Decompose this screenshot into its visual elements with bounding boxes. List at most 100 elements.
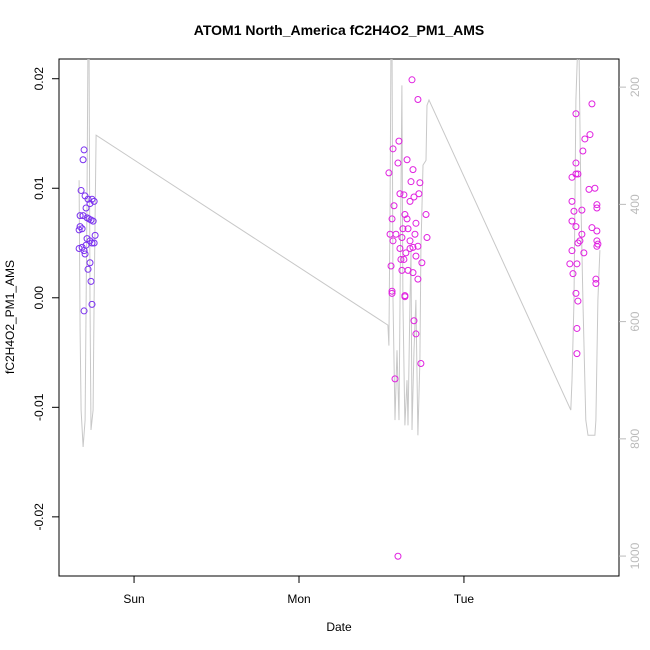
point [80, 247, 88, 255]
point [411, 230, 419, 238]
point [404, 225, 412, 233]
point [389, 237, 397, 245]
point [414, 242, 422, 250]
point [402, 249, 410, 257]
point [588, 100, 596, 108]
point [86, 200, 94, 208]
point [88, 195, 96, 203]
point [401, 293, 409, 301]
point [572, 289, 580, 297]
point [580, 249, 588, 257]
point [76, 212, 84, 220]
point [592, 280, 600, 288]
chart-title: ATOM1 North_America fC2H4O2_PM1_AMS [194, 22, 484, 38]
y-tick-label: 0.01 [32, 176, 46, 200]
point [403, 156, 411, 164]
point [387, 262, 395, 270]
point [401, 211, 409, 219]
point [578, 230, 586, 238]
point [568, 173, 576, 181]
point [400, 191, 408, 199]
point [82, 204, 90, 212]
point [591, 184, 599, 192]
point [412, 330, 420, 338]
point [410, 317, 418, 325]
point [87, 277, 95, 285]
point [388, 215, 396, 223]
point [84, 265, 92, 273]
point [422, 211, 430, 219]
point [397, 255, 405, 263]
point [569, 270, 577, 278]
point [416, 179, 424, 187]
y2-tick-label: 800 [628, 429, 642, 449]
point [414, 96, 422, 104]
y2-tick-label: 1000 [628, 542, 642, 569]
point [573, 350, 581, 358]
point [89, 217, 97, 225]
point [80, 146, 88, 154]
point [412, 252, 420, 260]
point [593, 237, 601, 245]
point [566, 260, 574, 268]
point [585, 185, 593, 193]
point [399, 225, 407, 233]
plot-frame [58, 58, 620, 577]
point [572, 159, 580, 167]
point [410, 193, 418, 201]
point [392, 230, 400, 238]
point [574, 239, 582, 247]
point [388, 287, 396, 295]
point [91, 231, 99, 239]
point [396, 244, 404, 252]
point [414, 275, 422, 283]
point [423, 234, 431, 242]
x-tick-label: Mon [287, 592, 310, 606]
point [388, 289, 396, 297]
point [86, 237, 94, 245]
point [588, 224, 596, 232]
point [396, 190, 404, 198]
point [593, 204, 601, 212]
point [394, 159, 402, 167]
point [407, 178, 415, 186]
point [391, 375, 399, 383]
point [80, 307, 88, 315]
altitude-line [78, 59, 601, 448]
point [572, 170, 580, 178]
point [395, 137, 403, 145]
point [568, 247, 576, 255]
point [574, 170, 582, 178]
point [90, 239, 98, 247]
point [79, 212, 87, 220]
point [593, 227, 601, 235]
point [406, 237, 414, 245]
x-tick-label: Tue [454, 592, 475, 606]
point [573, 260, 581, 268]
point [586, 131, 594, 139]
point [570, 207, 578, 215]
point [389, 145, 397, 153]
point [579, 147, 587, 155]
y-tick-label: 0.02 [32, 67, 46, 91]
point [400, 255, 408, 263]
point [572, 110, 580, 118]
point [578, 206, 586, 214]
plot-area [75, 59, 602, 560]
y-tick-label: -0.02 [32, 503, 46, 531]
point [417, 360, 425, 368]
point [390, 202, 398, 210]
point [90, 197, 98, 205]
point [409, 166, 417, 174]
x-axis-label: Date [326, 620, 352, 634]
point [88, 300, 96, 308]
point [398, 234, 406, 242]
y2-tick-label: 200 [628, 77, 642, 97]
point [568, 217, 576, 225]
y2-tick-label: 400 [628, 194, 642, 214]
point [581, 135, 589, 143]
point [412, 219, 420, 227]
point [75, 226, 83, 234]
point [406, 197, 414, 205]
